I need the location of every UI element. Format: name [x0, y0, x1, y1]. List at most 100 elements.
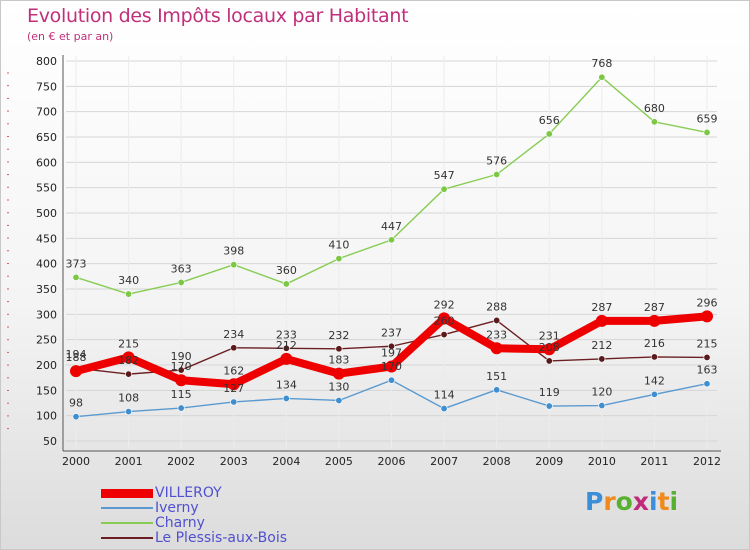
x-tick-label: 2008 — [483, 455, 511, 468]
logo-letter: i — [669, 487, 679, 516]
data-label-le-plessis-aux-bois: 216 — [644, 337, 665, 350]
data-label-le-plessis-aux-bois: 208 — [539, 341, 560, 354]
data-point-villeroy — [175, 374, 188, 387]
data-point-iverny — [387, 376, 395, 384]
data-point-charny — [493, 170, 501, 178]
data-label-iverny: 130 — [328, 380, 349, 393]
data-label-villeroy: 287 — [644, 301, 665, 314]
data-point-le-plessis-aux-bois — [387, 342, 395, 350]
data-label-villeroy: 197 — [381, 347, 402, 360]
y-tick-label: 600 — [36, 156, 57, 169]
legend-label: Charny — [155, 515, 205, 531]
data-label-villeroy: 162 — [223, 364, 244, 377]
y-tick-label: 200 — [36, 359, 57, 372]
data-point-le-plessis-aux-bois — [282, 344, 290, 352]
y-tick-label: 650 — [36, 131, 57, 144]
x-tick-label: 2002 — [167, 455, 195, 468]
data-label-le-plessis-aux-bois: 260 — [434, 315, 455, 328]
data-label-le-plessis-aux-bois: 194 — [66, 348, 87, 361]
data-label-charny: 363 — [171, 262, 192, 275]
data-point-le-plessis-aux-bois — [335, 345, 343, 353]
logo-letter: o — [615, 487, 633, 516]
data-point-charny — [230, 261, 238, 269]
data-point-le-plessis-aux-bois — [703, 353, 711, 361]
data-label-charny: 340 — [118, 274, 139, 287]
data-point-charny — [177, 278, 185, 286]
data-point-le-plessis-aux-bois — [440, 331, 448, 339]
data-point-iverny — [545, 402, 553, 410]
data-label-charny: 576 — [486, 154, 507, 167]
legend-swatch — [101, 522, 153, 524]
data-point-villeroy — [227, 378, 240, 391]
y-tick-label: 450 — [36, 232, 57, 245]
data-label-le-plessis-aux-bois: 182 — [118, 354, 139, 367]
legend-label: Iverny — [155, 500, 199, 516]
data-label-le-plessis-aux-bois: 215 — [697, 337, 718, 350]
x-tick-label: 2003 — [220, 455, 248, 468]
data-point-le-plessis-aux-bois — [493, 316, 501, 324]
data-point-charny — [440, 185, 448, 193]
logo-letter: r — [603, 487, 616, 516]
data-point-le-plessis-aux-bois — [545, 357, 553, 365]
y-tick-label: 150 — [36, 384, 57, 397]
data-label-villeroy: 292 — [434, 298, 455, 311]
data-point-villeroy — [490, 342, 503, 355]
x-tick-label: 2010 — [588, 455, 616, 468]
data-point-le-plessis-aux-bois — [177, 366, 185, 374]
x-tick-label: 2005 — [325, 455, 353, 468]
data-label-charny: 547 — [434, 169, 455, 182]
data-point-villeroy — [595, 314, 608, 327]
data-label-iverny: 127 — [223, 382, 244, 395]
data-point-le-plessis-aux-bois — [230, 344, 238, 352]
data-point-charny — [125, 290, 133, 298]
x-tick-label: 2012 — [693, 455, 721, 468]
data-point-villeroy — [438, 312, 451, 325]
y-tick-label: 100 — [36, 410, 57, 423]
data-label-iverny: 142 — [644, 374, 665, 387]
data-label-iverny: 120 — [591, 386, 612, 399]
data-point-iverny — [230, 398, 238, 406]
data-label-villeroy: 188 — [66, 351, 87, 364]
data-point-le-plessis-aux-bois — [650, 353, 658, 361]
data-label-iverny: 108 — [118, 392, 139, 405]
data-label-iverny: 98 — [69, 397, 83, 410]
data-label-iverny: 115 — [171, 388, 192, 401]
data-label-charny: 659 — [697, 112, 718, 125]
data-point-iverny — [493, 386, 501, 394]
data-point-charny — [545, 130, 553, 138]
y-tick-label: 500 — [36, 207, 57, 220]
data-label-charny: 768 — [591, 57, 612, 70]
legend-swatch — [101, 537, 153, 539]
data-point-villeroy — [701, 310, 713, 323]
logo-letter: t — [657, 487, 670, 516]
legend-swatch — [101, 488, 153, 498]
data-point-villeroy — [70, 365, 82, 378]
data-point-villeroy — [543, 343, 556, 356]
data-point-charny — [387, 236, 395, 244]
y-tick-label: 250 — [36, 334, 57, 347]
data-point-charny — [650, 118, 658, 126]
data-point-villeroy — [385, 360, 398, 373]
data-label-le-plessis-aux-bois: 190 — [171, 350, 192, 363]
data-point-charny — [72, 273, 80, 281]
data-point-iverny — [703, 380, 711, 388]
legend-swatch — [101, 507, 153, 509]
data-label-le-plessis-aux-bois: 212 — [591, 339, 612, 352]
data-label-iverny: 134 — [276, 378, 297, 391]
data-label-le-plessis-aux-bois: 237 — [381, 326, 402, 339]
data-label-le-plessis-aux-bois: 288 — [486, 300, 507, 313]
y-tick-label: 50 — [43, 435, 57, 448]
data-point-iverny — [177, 404, 185, 412]
x-tick-label: 2000 — [62, 455, 90, 468]
data-point-iverny — [650, 390, 658, 398]
data-point-le-plessis-aux-bois — [125, 370, 133, 378]
data-label-iverny: 114 — [434, 389, 455, 402]
data-point-iverny — [72, 413, 80, 421]
data-label-le-plessis-aux-bois: 234 — [223, 328, 244, 341]
data-point-iverny — [125, 408, 133, 416]
data-point-villeroy — [122, 351, 135, 364]
data-label-villeroy: 183 — [328, 354, 349, 367]
logo-letter: i — [649, 487, 658, 516]
data-label-villeroy: 215 — [118, 337, 139, 350]
